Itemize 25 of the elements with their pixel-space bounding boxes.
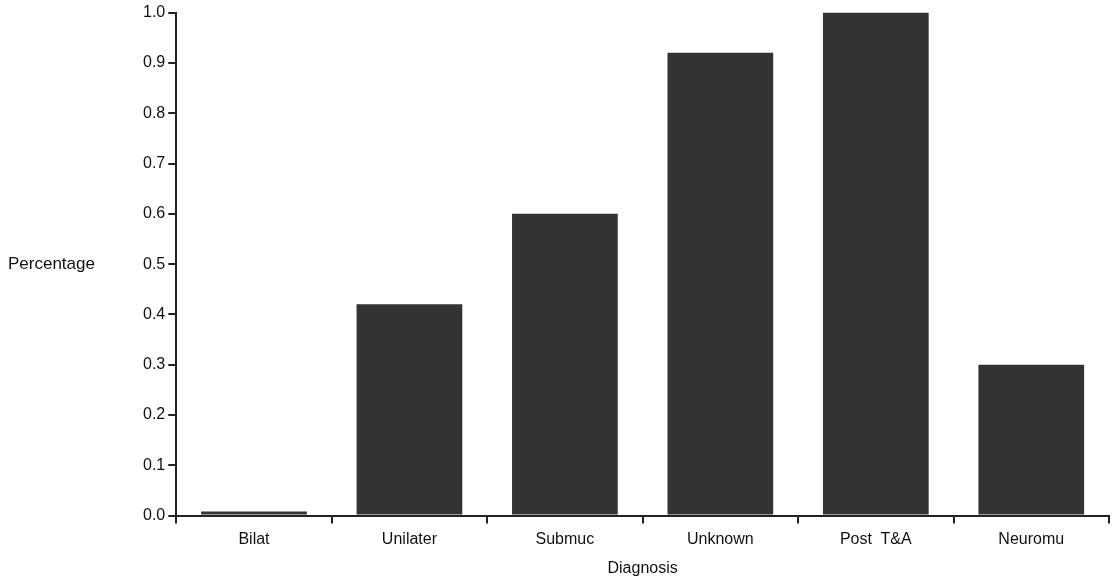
bar [667, 52, 774, 515]
y-tick-label: 0.3 [142, 355, 166, 373]
bar [978, 364, 1085, 515]
y-tick-label: 0.4 [142, 304, 166, 322]
x-tick-label: Post T&A [839, 529, 913, 547]
x-tick-label: Submuc [535, 529, 595, 547]
y-tick-label: 0.9 [142, 53, 166, 71]
y-tick-label: 0.5 [142, 254, 166, 272]
x-tick-label: Unknown [687, 529, 754, 547]
x-tick-label: Unilater [381, 529, 438, 547]
y-tick-label: 0.8 [142, 103, 166, 121]
bar [822, 12, 929, 515]
bar [201, 511, 307, 515]
y-tick-label: 0.0 [142, 506, 166, 524]
y-tick-label: 0.7 [142, 153, 166, 171]
bar [356, 304, 463, 515]
y-tick-label: 0.2 [142, 405, 166, 423]
y-tick-label: 1.0 [142, 3, 166, 21]
bar [512, 213, 618, 515]
x-axis-title: Diagnosis [607, 558, 678, 576]
y-tick-label: 0.1 [142, 455, 166, 473]
y-tick-label: 0.6 [142, 204, 166, 222]
y-axis-title: Percentage [8, 253, 95, 273]
x-tick-label: Neuromu [998, 529, 1065, 547]
x-tick-label: Bilat [238, 529, 271, 547]
